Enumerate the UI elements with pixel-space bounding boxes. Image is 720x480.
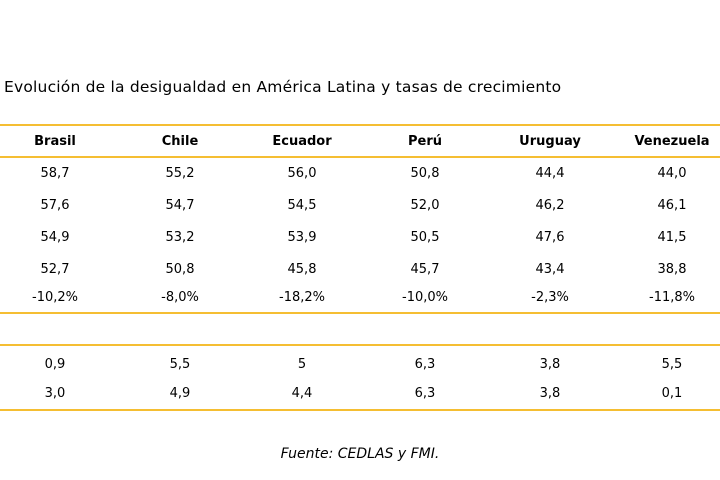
cell: 56,0 <box>287 166 317 181</box>
cell: 54,9 <box>40 230 70 245</box>
cell: -8,0% <box>161 290 199 305</box>
cell: 6,3 <box>414 386 436 401</box>
table-title: Evolución de la desigualdad en América L… <box>4 78 562 96</box>
table-row: 58,7 55,2 56,0 50,8 44,4 44,0 <box>0 161 720 187</box>
cell: -10,0% <box>402 290 448 305</box>
table-row: 57,6 54,7 54,5 52,0 46,2 46,1 <box>0 193 720 219</box>
cell: 6,3 <box>414 357 436 372</box>
table-row: 54,9 53,2 53,9 50,5 47,6 41,5 <box>0 225 720 251</box>
table-row: 3,0 4,9 4,4 6,3 3,8 0,1 <box>0 381 720 407</box>
cell: 54,7 <box>165 198 195 213</box>
header-ecuador: Ecuador <box>272 134 332 149</box>
header-peru: Perú <box>407 134 442 149</box>
cell: 58,7 <box>40 166 70 181</box>
cell: 46,1 <box>657 198 687 213</box>
table-row: 0,9 5,5 5 6,3 3,8 5,5 <box>0 352 720 378</box>
cell: 50,8 <box>165 262 195 277</box>
source-note: Fuente: CEDLAS y FMI. <box>280 446 440 462</box>
cell: -11,8% <box>649 290 695 305</box>
cell: 3,8 <box>539 357 561 372</box>
cell: -10,2% <box>32 290 78 305</box>
section-rule <box>0 344 720 346</box>
cell: 0,1 <box>661 386 683 401</box>
header-uruguay: Uruguay <box>519 134 581 149</box>
cell: 0,9 <box>44 357 66 372</box>
table-row: -10,2% -8,0% -18,2% -10,0% -2,3% -11,8% <box>0 285 720 311</box>
cell: 52,0 <box>410 198 440 213</box>
cell: 53,9 <box>287 230 317 245</box>
cell: -2,3% <box>531 290 569 305</box>
cell: 45,8 <box>287 262 317 277</box>
cell: 47,6 <box>535 230 565 245</box>
cell: 5,5 <box>169 357 191 372</box>
cell: 3,0 <box>44 386 66 401</box>
cell: 4,9 <box>169 386 191 401</box>
header-chile: Chile <box>161 134 199 149</box>
cell: -18,2% <box>279 290 325 305</box>
cell: 45,7 <box>410 262 440 277</box>
cell: 52,7 <box>40 262 70 277</box>
cell: 50,5 <box>410 230 440 245</box>
cell: 50,8 <box>410 166 440 181</box>
cell: 41,5 <box>657 230 687 245</box>
cell: 46,2 <box>535 198 565 213</box>
table-bottom-rule <box>0 409 720 411</box>
cell: 38,8 <box>657 262 687 277</box>
cell: 43,4 <box>535 262 565 277</box>
cell: 4,4 <box>291 386 313 401</box>
header-bottom-rule <box>0 156 720 158</box>
header-brasil: Brasil <box>34 134 76 149</box>
cell: 57,6 <box>40 198 70 213</box>
cell: 54,5 <box>287 198 317 213</box>
table-row: 52,7 50,8 45,8 45,7 43,4 38,8 <box>0 257 720 283</box>
cell: 55,2 <box>165 166 195 181</box>
cell: 5,5 <box>661 357 683 372</box>
cell: 5 <box>297 357 307 372</box>
header-venezuela: Venezuela <box>634 134 710 149</box>
cell: 44,0 <box>657 166 687 181</box>
section-rule <box>0 312 720 314</box>
cell: 44,4 <box>535 166 565 181</box>
cell: 3,8 <box>539 386 561 401</box>
header-top-rule <box>0 124 720 126</box>
header-row: Brasil Chile Ecuador Perú Uruguay Venezu… <box>0 129 720 155</box>
cell: 53,2 <box>165 230 195 245</box>
